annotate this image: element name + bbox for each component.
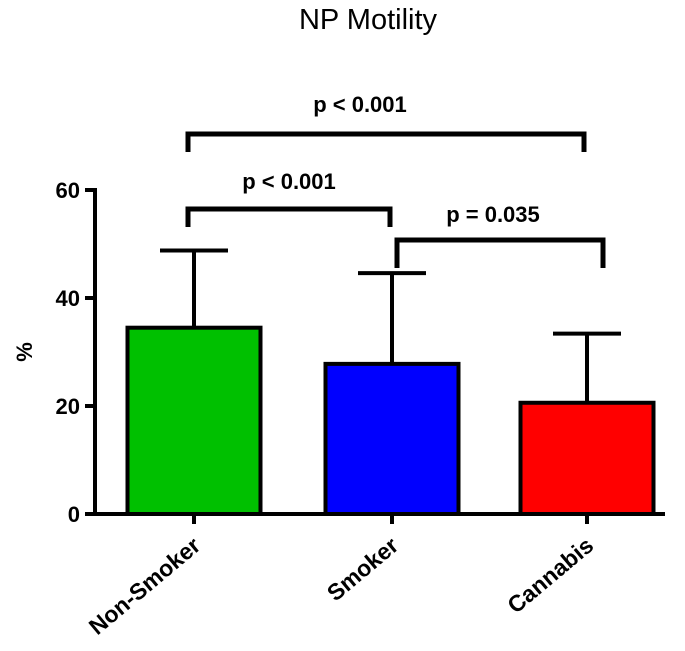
y-tick-label: 20 [56,394,80,419]
significance-bracket [185,206,393,227]
bar-non-smoker [125,325,263,517]
bar-cannabis [518,400,656,517]
significance-label: p < 0.001 [242,169,336,194]
y-tick-label: 60 [56,178,80,203]
chart-title: NP Motility [299,4,438,36]
bar-smoker [323,361,461,516]
error-bars [160,248,621,403]
bars [125,325,656,517]
significance-label: p = 0.035 [446,202,540,227]
significance-bracket [394,237,606,268]
significance-brackets: p < 0.001 p < 0.001 p = 0.035 [185,92,606,268]
category-label: Non-Smoker [84,532,206,640]
category-label: Cannabis [502,532,598,618]
significance-bracket [185,131,587,152]
category-labels: Non-Smoker Smoker Cannabis [84,532,598,640]
category-label: Smoker [322,532,403,606]
y-axis-label: % [12,342,37,362]
y-tick-label: 0 [68,502,80,527]
y-tick-label: 40 [56,286,80,311]
significance-label: p < 0.001 [313,92,407,117]
